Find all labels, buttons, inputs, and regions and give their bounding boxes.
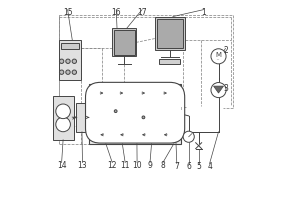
- Text: 12: 12: [107, 161, 117, 170]
- Text: 13: 13: [78, 161, 87, 170]
- Text: II: II: [181, 107, 183, 111]
- Text: 3: 3: [223, 84, 228, 93]
- Circle shape: [183, 131, 194, 142]
- Text: 9: 9: [148, 161, 152, 170]
- Text: 15: 15: [63, 8, 72, 17]
- Text: 5: 5: [196, 162, 201, 171]
- FancyBboxPatch shape: [85, 82, 185, 143]
- Circle shape: [142, 116, 145, 119]
- Text: 14: 14: [57, 161, 66, 170]
- Bar: [157, 19, 183, 48]
- Circle shape: [59, 70, 64, 74]
- Circle shape: [56, 104, 70, 119]
- Circle shape: [66, 59, 70, 63]
- Circle shape: [211, 83, 226, 98]
- Circle shape: [114, 110, 117, 113]
- Bar: [114, 30, 134, 55]
- Text: 16: 16: [111, 8, 121, 17]
- Bar: [58, 40, 82, 80]
- Bar: [148, 103, 150, 123]
- Circle shape: [211, 49, 226, 64]
- Text: M: M: [215, 52, 221, 58]
- Circle shape: [66, 70, 70, 74]
- Bar: [53, 96, 74, 140]
- Circle shape: [56, 117, 70, 132]
- Polygon shape: [214, 86, 224, 93]
- Text: 2: 2: [223, 46, 228, 55]
- Circle shape: [72, 70, 76, 74]
- Bar: [180, 111, 183, 119]
- Text: 7: 7: [174, 162, 179, 171]
- Bar: [89, 84, 181, 144]
- Text: 10: 10: [132, 161, 142, 170]
- Circle shape: [72, 59, 76, 63]
- Text: 1: 1: [201, 8, 206, 17]
- Text: 11: 11: [120, 161, 130, 170]
- Bar: [76, 103, 88, 132]
- Text: 4: 4: [207, 162, 212, 171]
- Bar: [61, 43, 80, 49]
- Circle shape: [59, 59, 64, 63]
- Bar: [155, 17, 185, 50]
- Text: 6: 6: [186, 162, 191, 171]
- Bar: [159, 59, 180, 64]
- Text: 17: 17: [137, 8, 147, 17]
- Text: 8: 8: [160, 161, 165, 170]
- Bar: [112, 28, 136, 56]
